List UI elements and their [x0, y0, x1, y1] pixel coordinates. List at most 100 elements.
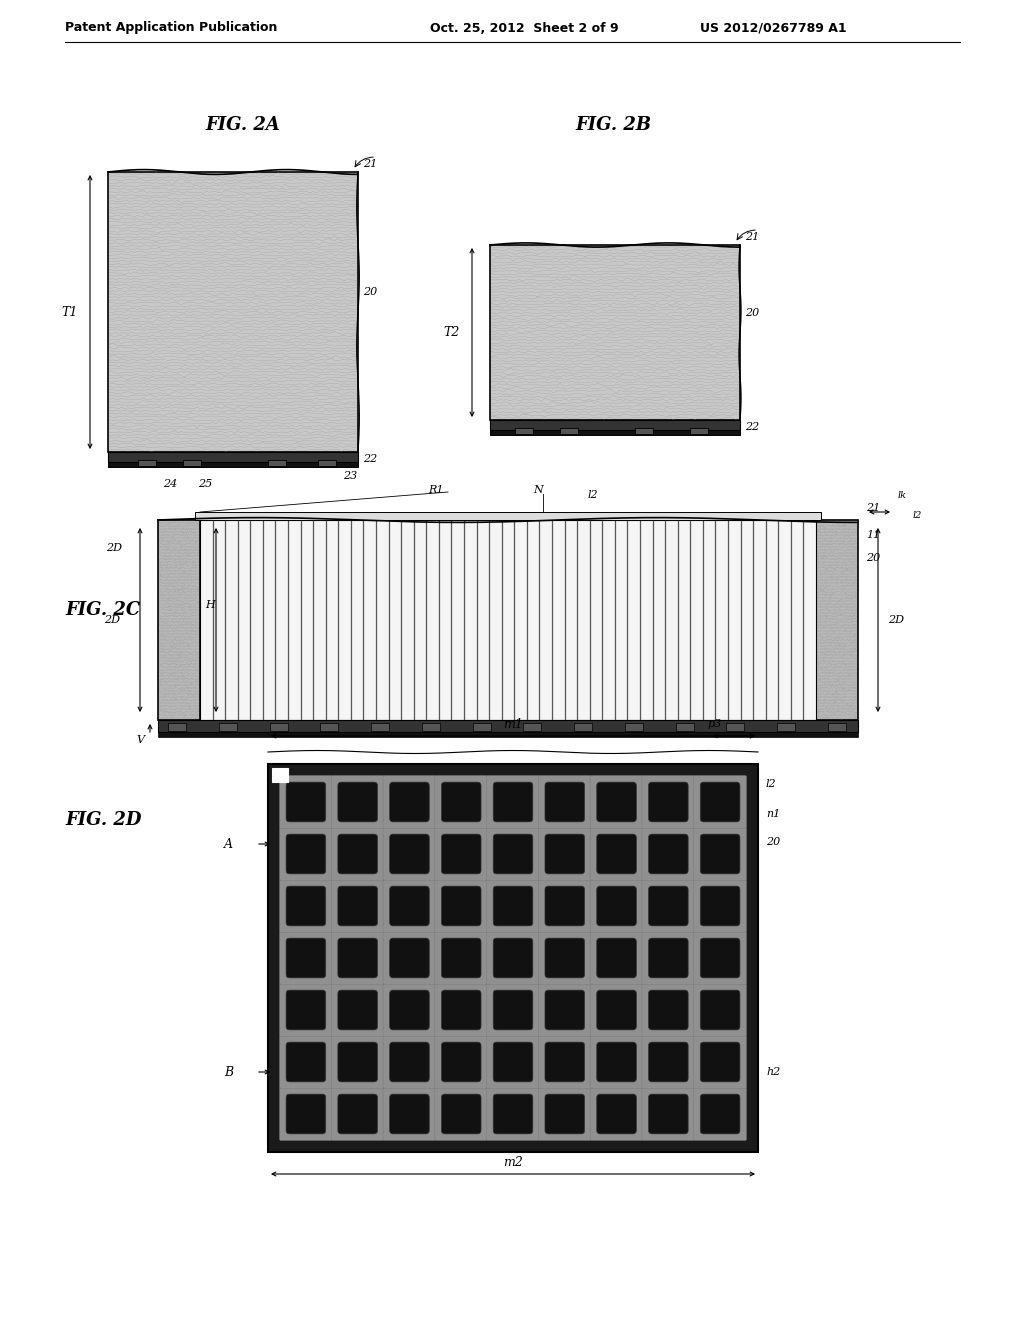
- Bar: [138, 459, 156, 466]
- Bar: [777, 723, 796, 731]
- FancyBboxPatch shape: [597, 783, 636, 822]
- FancyBboxPatch shape: [435, 776, 487, 829]
- FancyBboxPatch shape: [693, 1088, 746, 1140]
- Bar: [625, 723, 643, 731]
- Text: FIG. 2D: FIG. 2D: [65, 810, 141, 829]
- Text: l2: l2: [588, 490, 599, 500]
- FancyBboxPatch shape: [286, 886, 326, 925]
- FancyBboxPatch shape: [280, 932, 332, 985]
- FancyBboxPatch shape: [597, 1094, 636, 1134]
- FancyBboxPatch shape: [700, 1041, 740, 1082]
- FancyBboxPatch shape: [648, 990, 688, 1030]
- FancyBboxPatch shape: [486, 1035, 540, 1089]
- FancyBboxPatch shape: [332, 1088, 384, 1140]
- FancyBboxPatch shape: [486, 828, 540, 880]
- Text: m1: m1: [503, 718, 523, 730]
- Text: US 2012/0267789 A1: US 2012/0267789 A1: [700, 21, 847, 34]
- Text: H: H: [205, 601, 215, 610]
- FancyBboxPatch shape: [280, 1088, 332, 1140]
- FancyBboxPatch shape: [280, 879, 332, 932]
- FancyBboxPatch shape: [435, 1035, 487, 1089]
- FancyBboxPatch shape: [435, 879, 487, 932]
- Bar: [108, 451, 358, 462]
- FancyBboxPatch shape: [539, 776, 591, 829]
- FancyBboxPatch shape: [332, 828, 384, 880]
- Bar: [272, 768, 288, 781]
- Bar: [195, 512, 821, 520]
- FancyBboxPatch shape: [486, 983, 540, 1036]
- FancyBboxPatch shape: [700, 1094, 740, 1134]
- FancyBboxPatch shape: [642, 983, 694, 1036]
- FancyBboxPatch shape: [441, 990, 481, 1030]
- FancyBboxPatch shape: [332, 1035, 384, 1089]
- FancyBboxPatch shape: [486, 879, 540, 932]
- FancyBboxPatch shape: [383, 1088, 436, 1140]
- Bar: [371, 723, 389, 731]
- Bar: [269, 723, 288, 731]
- Text: FIG. 2C: FIG. 2C: [65, 601, 140, 619]
- Text: 21: 21: [866, 503, 881, 513]
- FancyBboxPatch shape: [545, 834, 585, 874]
- FancyBboxPatch shape: [648, 1041, 688, 1082]
- FancyBboxPatch shape: [642, 1088, 694, 1140]
- Text: m2: m2: [503, 1155, 523, 1168]
- FancyBboxPatch shape: [597, 834, 636, 874]
- FancyBboxPatch shape: [590, 828, 643, 880]
- FancyBboxPatch shape: [642, 879, 694, 932]
- FancyBboxPatch shape: [383, 983, 436, 1036]
- Text: 22: 22: [362, 454, 377, 465]
- FancyBboxPatch shape: [539, 879, 591, 932]
- FancyBboxPatch shape: [539, 983, 591, 1036]
- FancyBboxPatch shape: [332, 776, 384, 829]
- FancyBboxPatch shape: [435, 932, 487, 985]
- FancyBboxPatch shape: [642, 776, 694, 829]
- Text: R1: R1: [428, 484, 443, 495]
- FancyBboxPatch shape: [390, 834, 429, 874]
- FancyBboxPatch shape: [648, 939, 688, 978]
- FancyBboxPatch shape: [286, 1094, 326, 1134]
- FancyBboxPatch shape: [700, 783, 740, 822]
- FancyBboxPatch shape: [494, 1041, 532, 1082]
- Text: T2: T2: [443, 326, 460, 339]
- FancyBboxPatch shape: [383, 932, 436, 985]
- Bar: [676, 723, 693, 731]
- Text: lk: lk: [898, 491, 907, 499]
- Text: 21: 21: [362, 158, 377, 169]
- Bar: [158, 719, 858, 733]
- FancyBboxPatch shape: [390, 990, 429, 1030]
- FancyBboxPatch shape: [693, 879, 746, 932]
- FancyBboxPatch shape: [390, 939, 429, 978]
- FancyBboxPatch shape: [545, 1094, 585, 1134]
- Bar: [828, 723, 846, 731]
- FancyBboxPatch shape: [539, 828, 591, 880]
- FancyBboxPatch shape: [590, 879, 643, 932]
- FancyBboxPatch shape: [597, 1041, 636, 1082]
- FancyBboxPatch shape: [590, 776, 643, 829]
- Bar: [200, 520, 816, 719]
- FancyBboxPatch shape: [539, 932, 591, 985]
- FancyBboxPatch shape: [597, 886, 636, 925]
- FancyBboxPatch shape: [494, 783, 532, 822]
- FancyBboxPatch shape: [494, 939, 532, 978]
- Bar: [158, 733, 858, 737]
- Bar: [490, 430, 740, 436]
- FancyBboxPatch shape: [441, 834, 481, 874]
- FancyBboxPatch shape: [486, 776, 540, 829]
- FancyBboxPatch shape: [700, 834, 740, 874]
- FancyBboxPatch shape: [286, 834, 326, 874]
- FancyBboxPatch shape: [390, 783, 429, 822]
- FancyBboxPatch shape: [383, 828, 436, 880]
- FancyBboxPatch shape: [280, 828, 332, 880]
- Text: FIG. 2A: FIG. 2A: [205, 116, 280, 135]
- Text: l2: l2: [766, 779, 776, 789]
- FancyBboxPatch shape: [590, 983, 643, 1036]
- Bar: [268, 764, 758, 1152]
- FancyBboxPatch shape: [390, 1094, 429, 1134]
- FancyBboxPatch shape: [545, 1041, 585, 1082]
- FancyBboxPatch shape: [338, 990, 378, 1030]
- FancyBboxPatch shape: [693, 983, 746, 1036]
- FancyBboxPatch shape: [280, 776, 332, 829]
- Bar: [318, 459, 336, 466]
- Text: n1: n1: [766, 809, 780, 818]
- Bar: [321, 723, 338, 731]
